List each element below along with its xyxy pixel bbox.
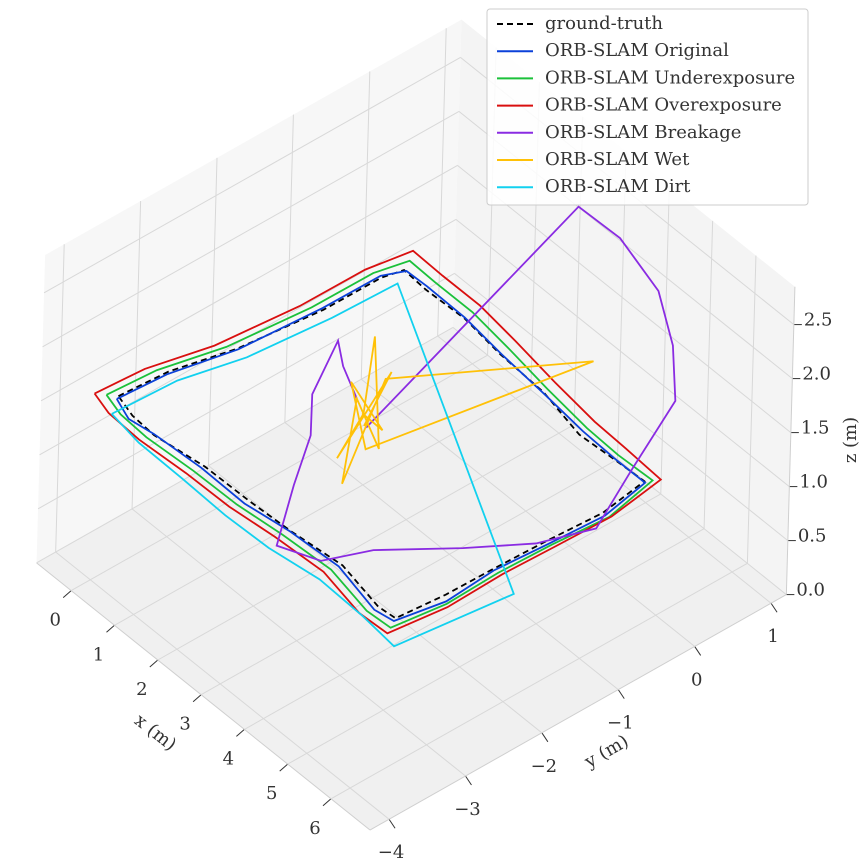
trajectory (93, 249, 663, 635)
grid-line (40, 164, 458, 402)
y-tick (617, 689, 625, 699)
legend-label: ORB-SLAM Original (545, 40, 729, 61)
grid (36, 28, 795, 820)
grid-line (454, 273, 789, 541)
grid-line (70, 354, 488, 592)
z-tick-label: 2.0 (802, 364, 831, 385)
x-tick (149, 659, 159, 668)
trajectory (336, 336, 594, 485)
trajectory (117, 269, 646, 620)
x-tick-label: 5 (266, 783, 277, 804)
grid-line (55, 551, 390, 820)
y-tick-label: 1 (767, 626, 778, 647)
z-tick-label: 0.5 (798, 526, 827, 547)
axes: 0 1 2 3 4 5 6 −4 −3 −2 −1 0 1 0.0 0.5 1.0 1.5 2.0 2.5 (36, 286, 833, 863)
y-tick-label: −1 (607, 713, 634, 734)
y-tick-label: −4 (378, 842, 405, 863)
x-tick-label: 1 (93, 644, 104, 665)
z-tick-label: 1.5 (801, 418, 830, 439)
y-axis-line (369, 594, 787, 831)
grid-line (244, 493, 662, 730)
x-axis-line (36, 562, 371, 831)
grid-line (452, 327, 787, 595)
trajectory (105, 259, 655, 629)
grid-line (360, 378, 695, 647)
z-tick-label: 1.0 (799, 472, 828, 493)
grid-line (284, 422, 619, 691)
grid-line (455, 219, 790, 487)
legend-label: ORB-SLAM Overexposure (545, 95, 782, 116)
x-tick-label: 6 (309, 818, 320, 839)
grid-line (42, 110, 460, 348)
y-axis-label: y (m) (580, 731, 632, 773)
trajectory (115, 270, 647, 623)
grid-line (284, 114, 294, 423)
x-tick (279, 763, 289, 772)
legend-label: ground-truth (545, 13, 663, 34)
legend-label: ORB-SLAM Wet (545, 149, 690, 170)
x-axis-label: x (m) (130, 710, 180, 755)
grid-line (37, 272, 455, 510)
z-tick-label: 0.0 (796, 580, 825, 601)
x-tick-label: 2 (136, 679, 147, 700)
y-tick (388, 818, 396, 829)
x-tick-label: 4 (223, 748, 234, 769)
grid-line (157, 424, 575, 661)
grid-line (131, 508, 466, 777)
grid-line (208, 465, 543, 734)
x-tick (192, 694, 202, 703)
legend-label: ORB-SLAM Breakage (545, 122, 741, 143)
y-tick (541, 732, 549, 743)
grid-line (457, 165, 792, 433)
x-tick (322, 798, 332, 807)
legend: ground-truth ORB-SLAM Original ORB-SLAM Un… (486, 8, 809, 206)
grid-line (746, 255, 757, 564)
x-tick (236, 729, 245, 737)
x-tick-label: 0 (49, 610, 60, 631)
grid-line (360, 71, 371, 380)
trajectory (111, 282, 515, 648)
grid-line (207, 157, 218, 466)
grid-line (114, 389, 532, 626)
grid-line (43, 56, 461, 294)
grid-line (437, 335, 772, 604)
floor-pane (36, 327, 787, 831)
y-tick (770, 602, 778, 613)
y-tick (465, 775, 472, 786)
z-axis-label: z (m) (840, 417, 861, 463)
grid-line (36, 326, 454, 564)
z-tick-label: 2.5 (804, 310, 833, 331)
y-tick (694, 646, 702, 656)
grid-line (660, 186, 670, 494)
trajectories (93, 205, 677, 648)
x-tick (106, 624, 115, 633)
grid-line (287, 528, 705, 765)
legend-label: ORB-SLAM Underexposure (545, 67, 795, 88)
y-tick-label: 0 (691, 669, 702, 690)
trajectory (275, 205, 677, 562)
y-tick-label: −2 (531, 756, 558, 777)
grid-line (200, 458, 618, 696)
grid-line (703, 220, 714, 529)
legend-label: ORB-SLAM Dirt (545, 176, 691, 197)
x-tick (62, 590, 72, 598)
grid-line (55, 244, 65, 553)
y-tick-label: −3 (454, 799, 481, 820)
z-axis-line (785, 286, 796, 595)
grid-line (330, 562, 748, 800)
legend-box (486, 8, 809, 206)
x-tick-label: 3 (179, 714, 190, 735)
grid-line (131, 201, 142, 509)
